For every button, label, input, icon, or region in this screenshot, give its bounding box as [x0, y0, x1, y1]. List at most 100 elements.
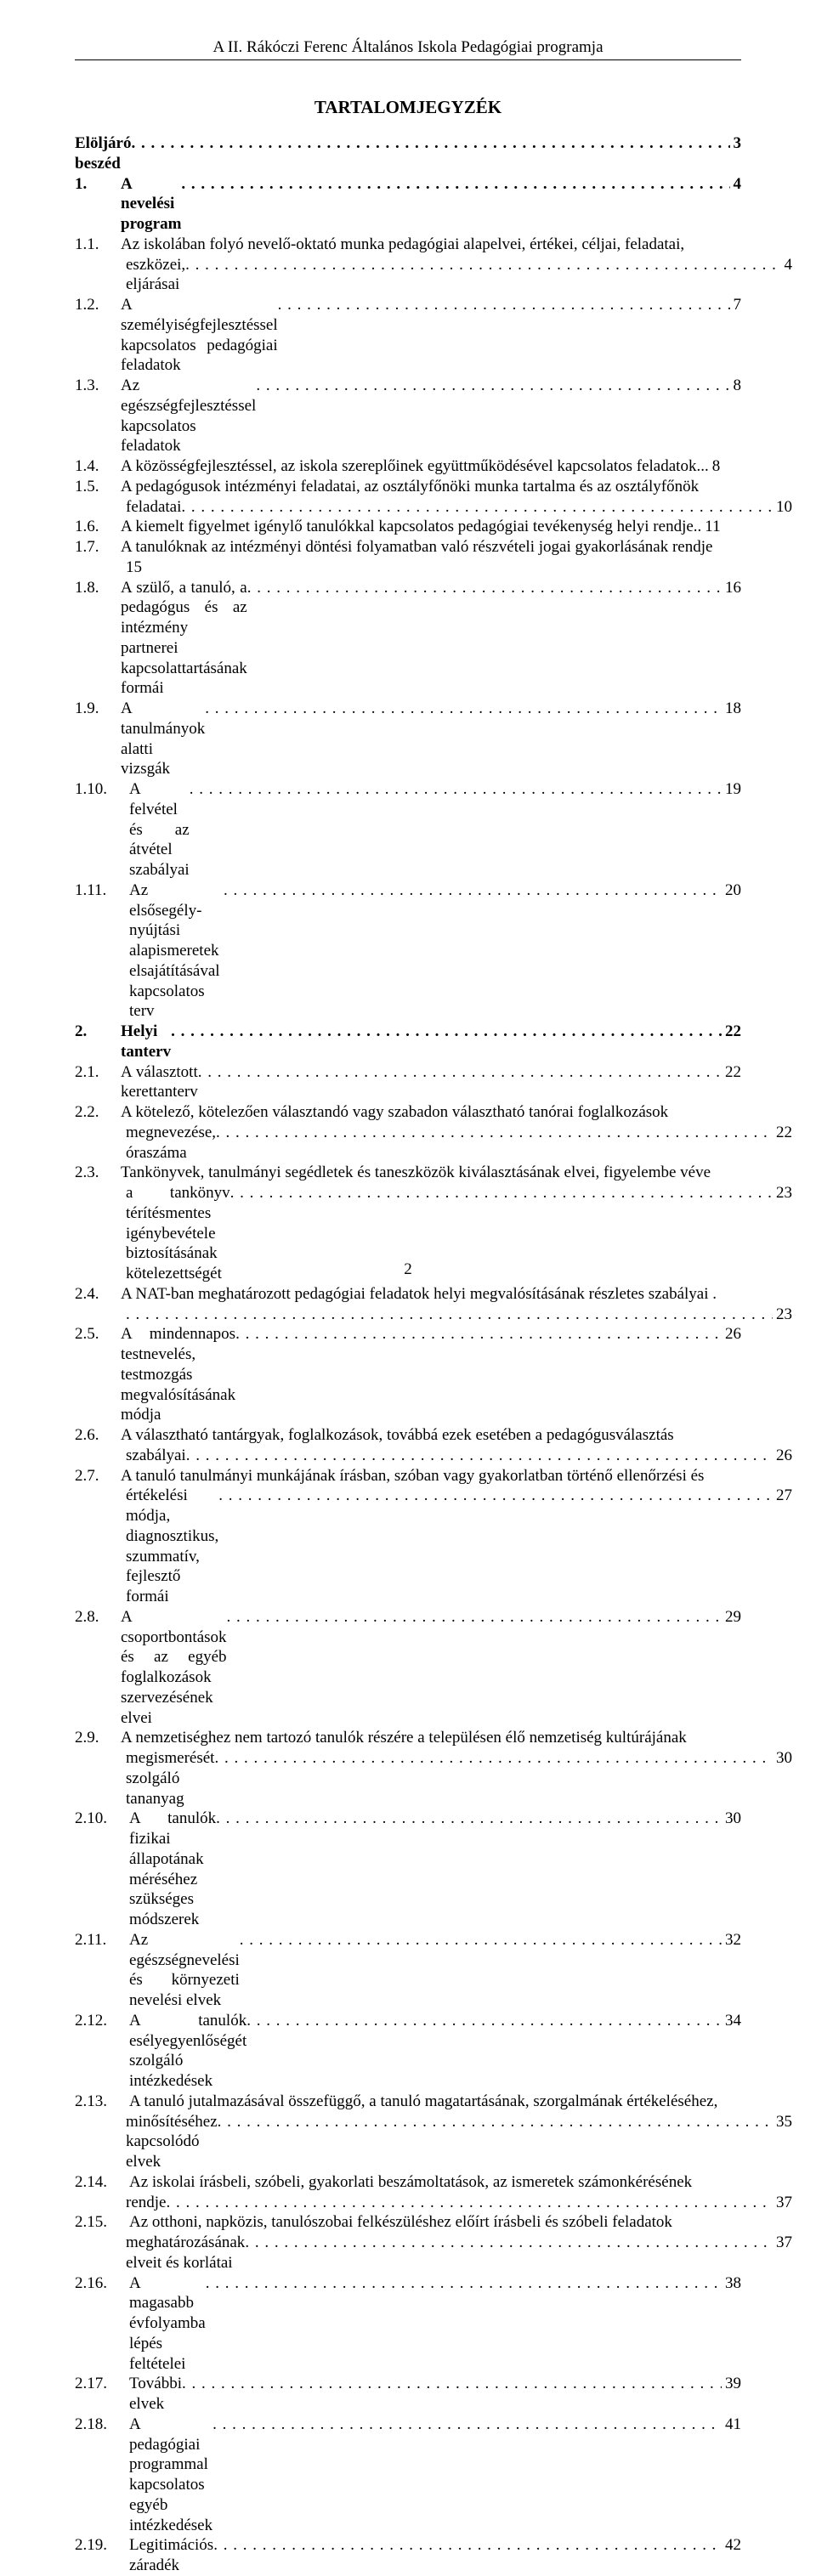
toc-leader: . . . . . . . . . . . . . . . . . . . . …: [166, 2193, 773, 2213]
toc-entry-text: További elvek: [129, 2374, 182, 2415]
toc-leader: . . . . . . . . . . . . . . . . . . . . …: [218, 1486, 773, 1506]
page-title: TARTALOMJEGYZÉK: [75, 96, 741, 118]
toc-entry: 2.12.A tanulók esélyegyenlőségét szolgál…: [75, 2011, 741, 2092]
toc-entry-page: 7: [730, 295, 742, 315]
page-number: 2: [0, 1260, 816, 1280]
toc-entry-text: A pedagógusok intézményi feladatai, az o…: [121, 477, 699, 497]
toc-entry-page: 8: [709, 456, 721, 477]
toc-entry: 2.19.Legitimációs záradék. . . . . . . .…: [75, 2535, 741, 2576]
toc-entry-continuation: megismerését szolgáló tananyag: [126, 1748, 214, 1809]
toc-entry-number: 2.1.: [75, 1062, 121, 1083]
toc-entry-page: 26: [773, 1446, 792, 1466]
toc-entry: 2.17.További elvek. . . . . . . . . . . …: [75, 2374, 741, 2415]
toc-leader: . . . . . . . . . . . . . . . . . . . . …: [278, 295, 730, 315]
toc-entry-number: 1.11.: [75, 880, 129, 901]
running-header: A II. Rákóczi Ferenc Általános Iskola Pe…: [75, 37, 741, 60]
toc-entry: 2.6.A választható tantárgyak, foglalkozá…: [75, 1425, 741, 1466]
toc-entry: 2.14.Az iskolai írásbeli, szóbeli, gyako…: [75, 2172, 741, 2213]
toc-leader: ...: [696, 456, 708, 477]
toc-leader: . . . . . . . . . . . . . . . . . . . . …: [224, 880, 722, 901]
toc-entry-number: 2.: [75, 1022, 121, 1042]
toc-leader: . . . . . . . . . . . . . . . . . . . . …: [181, 497, 773, 518]
toc-entry-continuation: meghatározásának elveit és korlátai: [126, 2233, 245, 2273]
table-of-contents: Elöljáró beszéd. . . . . . . . . . . . .…: [75, 133, 741, 2576]
toc-entry-text: Tankönyvek, tanulmányi segédletek és tan…: [121, 1163, 711, 1183]
toc-entry-continuation: megnevezése, óraszáma: [126, 1123, 216, 1163]
toc-entry-number: 1.9.: [75, 699, 121, 719]
toc-entry-text: Az iskolai írásbeli, szóbeli, gyakorlati…: [129, 2172, 692, 2193]
toc-entry-text: A szülő, a tanuló, a pedagógus és az int…: [121, 578, 247, 699]
toc-entry-text: A magasabb évfolyamba lépés feltételei: [129, 2273, 206, 2375]
toc-entry-number: 1.5.: [75, 477, 121, 497]
toc-entry-continuation: feladatai: [126, 497, 181, 518]
toc-entry-text: Az elsősegély-nyújtási alapismeretek els…: [129, 880, 224, 1022]
toc-leader: . . . . . . . . . . . . . . . . . . . . …: [126, 1305, 773, 1325]
toc-entry-text: A csoportbontások és az egyéb foglalkozá…: [121, 1607, 227, 1729]
toc-entry-page: 22: [773, 1123, 792, 1143]
toc-entry-text: A tanulmányok alatti vizsgák: [121, 699, 205, 779]
toc-leader: . . . . . . . . . . . . . . . . . . . . …: [205, 699, 722, 719]
toc-leader: . . . . . . . . . . . . . . . . . . . . …: [216, 1809, 722, 1829]
toc-entry-number: 2.9.: [75, 1728, 121, 1748]
toc-entry-continuation: 15: [75, 558, 741, 578]
toc-entry-text: A mindennapos testnevelés, testmozgás me…: [121, 1324, 235, 1425]
toc-entry-number: 2.3.: [75, 1163, 121, 1183]
toc-entry-page: 4: [730, 174, 742, 195]
toc-entry-text: Az iskolában folyó nevelő-oktató munka p…: [121, 235, 684, 255]
toc-entry: 1.11.Az elsősegély-nyújtási alapismerete…: [75, 880, 741, 1022]
toc-entry-page: 27: [773, 1486, 792, 1506]
toc-leader: . . . . . . . . . . . . . . . . . . . . …: [246, 2011, 722, 2031]
toc-entry-continuation: rendje: [126, 2193, 166, 2213]
toc-entry-text: A tanuló tanulmányi munkájának írásban, …: [121, 1466, 704, 1486]
toc-leader: . . . . . . . . . . . . . . . . . . . . …: [213, 2535, 722, 2556]
toc-entry-page: 32: [722, 1930, 741, 1950]
toc-leader: . . . . . . . . . . . . . . . . . . . . …: [181, 174, 729, 195]
toc-entry-page: 37: [773, 2233, 792, 2253]
toc-entry-continuation: eszközei, eljárásai: [126, 255, 185, 296]
toc-leader: . . . . . . . . . . . . . . . . . . . . …: [182, 2374, 722, 2394]
toc-entry-number: 2.13.: [75, 2092, 129, 2112]
toc-entry-number: 1.6.: [75, 517, 121, 537]
toc-entry: 1.1.Az iskolában folyó nevelő-oktató mun…: [75, 235, 741, 295]
toc-entry: 2.18.A pedagógiai programmal kapcsolatos…: [75, 2415, 741, 2536]
toc-entry: 2.9.A nemzetiséghez nem tartozó tanulók …: [75, 1728, 741, 1809]
toc-entry-page: 34: [722, 2011, 741, 2031]
toc-entry: 2.1.A választott kerettanterv. . . . . .…: [75, 1062, 741, 1103]
toc-entry-text: A közösségfejlesztéssel, az iskola szere…: [121, 456, 696, 477]
toc-entry: 1.A nevelési program. . . . . . . . . . …: [75, 174, 741, 235]
toc-entry: 2.15.Az otthoni, napközis, tanulószobai …: [75, 2212, 741, 2273]
toc-entry-text: A nemzetiséghez nem tartozó tanulók rész…: [121, 1728, 687, 1748]
toc-entry-page: 23: [773, 1305, 792, 1325]
toc-entry-page: 18: [722, 699, 741, 719]
toc-entry-number: 2.19.: [75, 2535, 129, 2556]
toc-entry-text: Az egészségnevelési és környezeti nevelé…: [129, 1930, 240, 2011]
toc-entry-continuation: értékelési módja, diagnosztikus, szummat…: [126, 1486, 218, 1607]
toc-entry-text: A kötelező, kötelezően választandó vagy …: [121, 1102, 668, 1123]
toc-entry-text: Az otthoni, napközis, tanulószobai felké…: [129, 2212, 672, 2233]
toc-entry-text: A választott kerettanterv: [121, 1062, 198, 1103]
toc-entry-text: A kiemelt figyelmet igénylő tanulókkal k…: [121, 517, 694, 537]
toc-entry: 1.7.A tanulóknak az intézményi döntési f…: [75, 537, 741, 578]
toc-entry-number: 2.8.: [75, 1607, 121, 1628]
toc-entry-number: 1.7.: [75, 537, 121, 558]
toc-entry-number: 1.2.: [75, 295, 121, 315]
toc-leader: . . . . . . . . . . . . . . . . . . . . …: [247, 578, 722, 598]
toc-leader: . . . . . . . . . . . . . . . . . . . . …: [227, 1607, 722, 1628]
toc-entry-page: 8: [730, 376, 742, 396]
toc-entry-text: A tanuló jutalmazásával összefüggő, a ta…: [129, 2092, 717, 2112]
toc-entry-page: 16: [722, 578, 741, 598]
toc-entry-page: 29: [722, 1607, 741, 1628]
toc-entry: 2.13.A tanuló jutalmazásával összefüggő,…: [75, 2092, 741, 2172]
toc-entry-text: Az egészségfejlesztéssel kapcsolatos fel…: [121, 376, 256, 456]
toc-entry: Elöljáró beszéd. . . . . . . . . . . . .…: [75, 133, 741, 174]
toc-entry: 2.10.A tanulók fizikai állapotának mérés…: [75, 1809, 741, 1930]
toc-entry: 2.7.A tanuló tanulmányi munkájának írásb…: [75, 1466, 741, 1607]
toc-entry-number: 2.2.: [75, 1102, 121, 1123]
toc-leader: . . . . . . . . . . . . . . . . . . . . …: [214, 1748, 773, 1769]
toc-leader: . . . . . . . . . . . . . . . . . . . . …: [132, 133, 730, 154]
toc-entry-number: 2.5.: [75, 1324, 121, 1345]
toc-entry-page: 39: [722, 2374, 741, 2394]
toc-leader: . . . . . . . . . . . . . . . . . . . . …: [216, 1123, 773, 1143]
toc-entry-number: 2.4.: [75, 1284, 121, 1305]
toc-entry-text: A NAT-ban meghatározott pedagógiai felad…: [121, 1284, 717, 1305]
